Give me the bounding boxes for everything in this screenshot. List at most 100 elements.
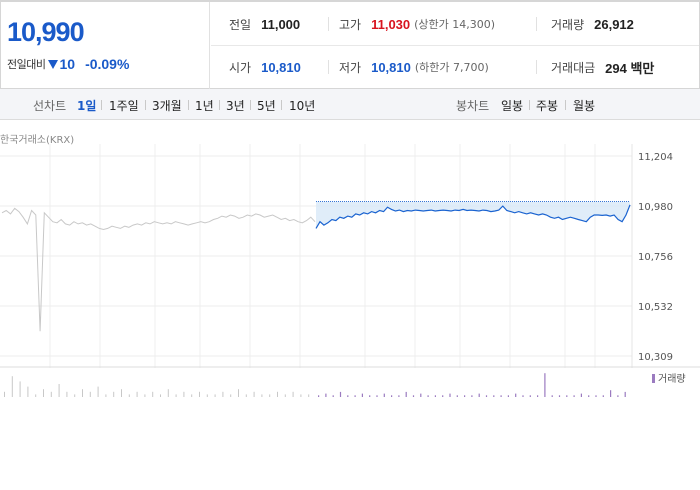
tab-3y[interactable]: 3년 — [226, 99, 245, 113]
y-axis-ticks: 11,204 10,980 10,756 10,532 10,309 — [638, 152, 673, 363]
volume-bar — [493, 395, 495, 397]
volume-bar — [478, 393, 480, 397]
upper-limit: (상한가 14,300) — [414, 18, 496, 31]
divider — [328, 60, 329, 74]
divider — [250, 100, 251, 110]
change-value: 10 — [59, 56, 76, 72]
tab-daily[interactable]: 일봉 — [501, 99, 524, 113]
volume-bar — [308, 394, 310, 397]
stat-open: 시가 10,810 — [229, 57, 301, 77]
volume-bar — [558, 395, 561, 397]
volume-bar — [434, 395, 436, 397]
change-row: 전일대비 10 -0.09% — [7, 56, 129, 72]
volume-bar — [253, 391, 255, 397]
volume-bar — [624, 391, 626, 397]
volume-bar — [354, 395, 356, 397]
tab-monthly[interactable]: 월봉 — [573, 99, 596, 113]
current-price: 10,990 — [7, 17, 85, 47]
y-tick-label: 10,756 — [638, 252, 673, 263]
stat-value: 11,000 — [261, 16, 301, 32]
volume-bar — [214, 394, 216, 397]
volume-bar — [602, 395, 604, 397]
volume-bar — [361, 393, 363, 397]
volume-bar — [160, 394, 161, 397]
price-header: 10,990 전일대비 10 -0.09% 전일 11,000 고가 11,03… — [0, 0, 700, 89]
volume-bar — [588, 395, 590, 397]
volume-bar — [261, 394, 263, 397]
volume-bar — [66, 391, 68, 397]
volume-bar — [580, 393, 582, 397]
stat-label: 저가 — [339, 60, 362, 75]
volume-bar — [97, 386, 99, 397]
volume-bar — [292, 391, 294, 397]
volume-bar — [391, 395, 393, 397]
volume-bar — [136, 391, 138, 397]
y-tick-label: 11,204 — [638, 152, 673, 163]
volume-bar — [500, 395, 502, 397]
volume-bar — [175, 394, 177, 397]
volume-bar — [167, 389, 169, 397]
volume-bar — [537, 395, 539, 397]
volume-bar — [339, 391, 342, 397]
volume-bar — [199, 391, 200, 397]
volume-bar — [4, 391, 5, 397]
volume-bar — [595, 395, 597, 397]
volume-legend: 거래량 — [658, 373, 686, 385]
volume-bar — [50, 391, 52, 397]
divider — [529, 100, 530, 110]
today-fill-area — [316, 201, 630, 229]
price-chart: 11,204 10,980 10,756 10,532 10,309 거래량 — [0, 144, 700, 397]
line-chart-label: 선차트 — [33, 99, 67, 113]
volume-bar — [191, 394, 193, 397]
row-divider — [211, 45, 699, 46]
today-series — [315, 204, 631, 229]
volume-bar — [183, 391, 185, 397]
today-fill — [316, 201, 630, 229]
volume-bar — [427, 395, 429, 397]
volume-bars — [0, 366, 700, 397]
volume-bar — [11, 376, 13, 397]
tab-1d[interactable]: 1일 — [77, 99, 97, 113]
volume-bar — [105, 394, 107, 397]
change-label: 전일대비 — [7, 58, 46, 71]
stats-grid: 전일 11,000 고가 11,030 (상한가 14,300) 거래량 26,… — [211, 2, 699, 89]
stat-high: 고가 11,030 (상한가 14,300) — [339, 14, 495, 34]
volume-bar — [277, 391, 278, 397]
volume-bar — [529, 395, 531, 397]
tab-5y[interactable]: 5년 — [257, 99, 276, 113]
divider — [145, 100, 146, 110]
divider — [219, 100, 220, 110]
divider — [536, 17, 537, 31]
stat-value: 26,912 — [594, 16, 634, 32]
volume-bar — [485, 395, 488, 397]
tab-weekly[interactable]: 주봉 — [536, 99, 559, 113]
divider — [101, 100, 102, 110]
volume-bar — [300, 394, 302, 397]
volume-bar — [347, 395, 349, 397]
tab-1y[interactable]: 1년 — [195, 99, 214, 113]
y-tick-label: 10,532 — [638, 302, 673, 313]
today-line — [315, 204, 631, 229]
stat-value: 11,030 — [371, 16, 411, 32]
tab-1w[interactable]: 1주일 — [109, 99, 139, 113]
divider — [536, 60, 537, 74]
current-price-box: 10,990 전일대비 10 -0.09% — [1, 2, 210, 89]
volume-bar — [89, 391, 91, 397]
volume-bar — [522, 395, 524, 397]
stat-value: 10,810 — [261, 59, 301, 75]
volume-bar — [515, 393, 517, 397]
volume-bar — [449, 393, 451, 397]
volume-bar — [43, 389, 44, 397]
volume-bar — [19, 381, 21, 397]
volume-bar — [566, 395, 568, 397]
volume-bar — [35, 394, 37, 397]
stat-prev-close: 전일 11,000 — [229, 14, 300, 34]
period-tabs: 선차트 1일 1주일 3개월 1년 3년 5년 10년 봉차트 일봉 주봉 월봉 — [0, 89, 700, 120]
volume-bar — [464, 395, 466, 397]
volume-bar — [27, 386, 29, 397]
change-percent: -0.09% — [85, 56, 130, 72]
tab-3m[interactable]: 3개월 — [152, 99, 182, 113]
stat-label: 거래대금 — [551, 60, 596, 75]
volume-bar — [206, 394, 208, 397]
tab-10y[interactable]: 10년 — [289, 99, 316, 113]
